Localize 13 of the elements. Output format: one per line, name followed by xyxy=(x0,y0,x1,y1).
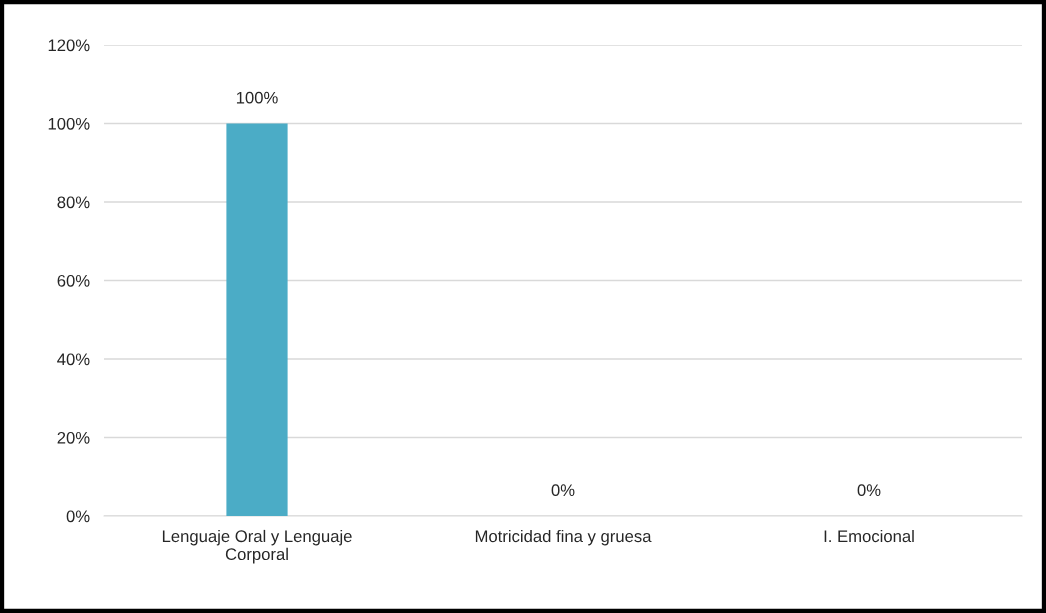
y-tick-label: 120% xyxy=(48,39,90,52)
y-tick-label: 80% xyxy=(57,196,90,209)
y-tick-label: 20% xyxy=(57,431,90,444)
data-label: 0% xyxy=(857,484,881,497)
x-tick-label: I. Emocional xyxy=(824,529,914,543)
y-tick-label: 60% xyxy=(57,274,90,287)
y-tick-label: 0% xyxy=(66,510,90,523)
x-tick-label: Motricidad fina y gruesa xyxy=(475,529,652,546)
data-label: 100% xyxy=(236,91,278,104)
data-label: 0% xyxy=(551,484,575,497)
y-tick-label: 100% xyxy=(48,117,90,130)
y-tick-label: 40% xyxy=(57,353,90,366)
x-tick-label: Lenguaje Oral y Lenguaje Corporal xyxy=(162,529,352,564)
